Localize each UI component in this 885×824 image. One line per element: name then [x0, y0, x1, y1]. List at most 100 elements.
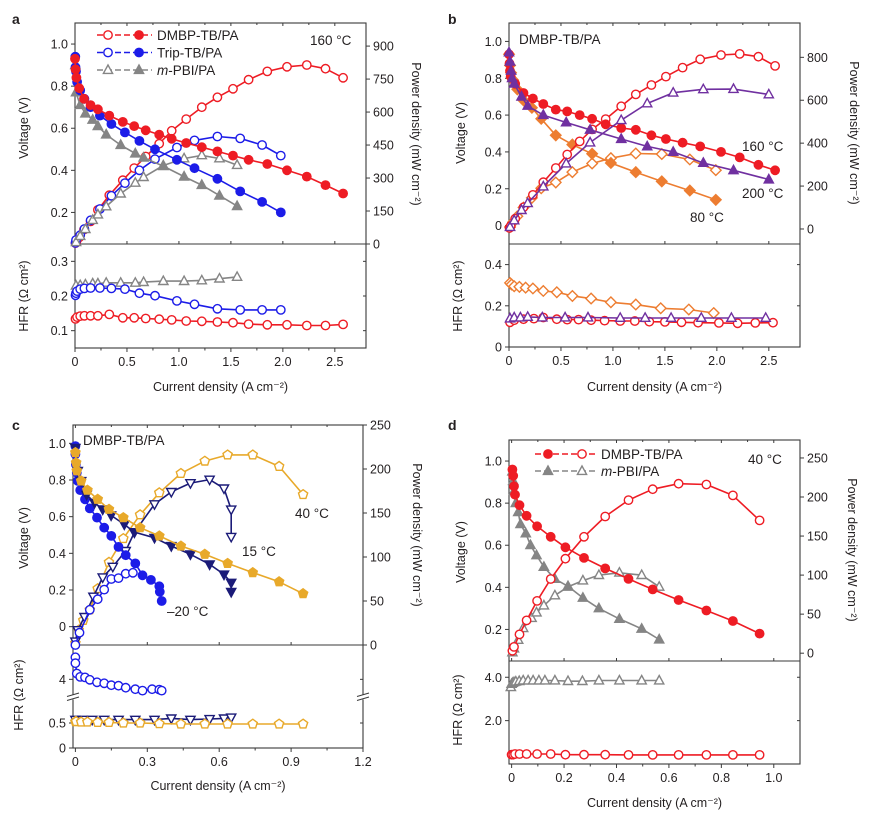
a-m-pbi-pa-hfr-point	[129, 276, 142, 287]
c-15-c-voltage-point	[218, 570, 230, 581]
b-annotation: 200 °C	[742, 186, 784, 201]
c-20-c-voltage-point	[154, 586, 165, 597]
a-m-pbi-pa-voltage-point	[92, 119, 104, 131]
d-voltage-tick-label: 0.8	[485, 497, 502, 511]
c-40-c-hfr-point	[153, 717, 165, 729]
a-dmbp-tb-pa-hfr-point	[301, 320, 312, 331]
c-40-c-voltage-point	[103, 503, 115, 514]
c-annotation: –20 °C	[167, 604, 209, 619]
a-trip-tb-pa-voltage-point	[120, 127, 130, 138]
a-dmbp-tb-pa-voltage-point	[70, 53, 80, 64]
c-x-tick-label: 0.6	[211, 755, 228, 769]
a-dmbp-tb-pa-voltage-point	[282, 165, 292, 176]
b-200-c-power-point	[515, 203, 528, 215]
b-160-c-power-point	[770, 61, 780, 71]
a-dmbp-tb-pa-voltage-point	[117, 117, 128, 127]
a-m-pbi-pa-hfr-point	[196, 273, 208, 285]
b-160-c-voltage-point	[734, 152, 745, 163]
d-m-pbi-pa-voltage-point	[562, 579, 574, 591]
c-40-c-voltage-point	[222, 557, 234, 568]
d-x-tick-label: 1.0	[765, 771, 782, 785]
d-x-tick-label: 0.8	[713, 771, 730, 785]
a-trip-tb-pa-hfr-point	[120, 284, 130, 294]
legend-label-italic-part: m	[157, 63, 168, 78]
b-160-c-power-point	[550, 163, 561, 173]
a-m-pbi-pa-power-point	[178, 151, 190, 163]
b-80-c-power-point	[629, 147, 642, 160]
b-80-c-voltage-point	[549, 129, 562, 142]
a-dmbp-tb-pa-power-point	[262, 66, 273, 77]
b-200-c-hfr-point	[695, 311, 708, 322]
a-m-pbi-pa-hfr-point	[137, 275, 150, 287]
c-15-c-power-point	[203, 475, 216, 487]
a-m-pbi-pa-power-point	[92, 208, 104, 219]
c-15-c-voltage-point	[203, 560, 216, 571]
c-plot-frame	[72, 424, 364, 749]
d-m-pbi-pa-power-point	[549, 588, 561, 600]
a-trip-tb-pa-hfr-point	[212, 303, 223, 314]
d-dmbp-tb-pa-power-point	[560, 553, 571, 564]
c-15-c-power-point	[184, 479, 197, 490]
b-plot-frame	[508, 22, 801, 348]
b-200-c-power-point	[667, 86, 679, 97]
b-80-c-hfr-point	[519, 281, 532, 294]
d-m-pbi-pa-voltage-point	[593, 601, 605, 613]
b-x-tick-label: 0.5	[552, 354, 569, 368]
c-20-c-power-point	[84, 604, 95, 615]
d-dmbp-tb-pa-voltage-point	[545, 531, 556, 542]
c-voltage-tick-label: 0.8	[49, 474, 66, 488]
d-dmbp-tb-pa-voltage-point	[579, 553, 589, 563]
c-axis-break-mark	[66, 696, 80, 701]
legend-label: DMBP-TB/PA	[157, 28, 239, 43]
d-dmbp-tb-pa-voltage-point	[509, 481, 519, 492]
b-80-c-voltage-point	[585, 147, 599, 160]
c-40-c-hfr-point	[117, 717, 129, 728]
a-dmbp-tb-pa-voltage-point	[79, 93, 89, 104]
b-power-tick-label: 400	[807, 137, 828, 151]
d-dmbp-tb-pa-voltage-point	[560, 542, 571, 553]
b-80-c-power-point	[549, 176, 562, 189]
b-200-c-voltage-point	[641, 139, 653, 151]
b-200-c-voltage-point	[615, 132, 628, 144]
c-40-c-voltage-point	[117, 511, 129, 523]
b-80-c-hfr-point	[526, 282, 540, 295]
a-trip-tb-pa-power-point	[171, 142, 182, 153]
d-dmbp-tb-pa-hfr-point	[521, 749, 532, 759]
c-40-c-voltage-point	[75, 475, 87, 486]
c-40-c-hfr-point	[297, 718, 309, 729]
d-power-tick-label: 0	[807, 647, 814, 661]
legend-marker-open	[102, 63, 114, 75]
c-40-c-power-point	[199, 455, 211, 466]
a-dmbp-tb-pa-hfr-point	[166, 314, 177, 325]
a-m-pbi-pa-voltage-point	[79, 107, 92, 118]
b-160-c-voltage-point	[600, 119, 611, 130]
b-160-c-hfr-point	[768, 317, 778, 328]
a-m-pbi-pa-hfr-point	[100, 276, 112, 287]
a-trip-tb-pa-hfr-point	[171, 295, 182, 306]
d-dmbp-tb-pa-hfr-series	[506, 749, 765, 760]
c-20-c-hfr-point	[156, 685, 167, 696]
c-x-tick-label: 0.3	[139, 755, 156, 769]
d-dmbp-tb-pa-hfr-point	[545, 749, 556, 759]
a-trip-tb-pa-power-line	[74, 135, 282, 244]
a-trip-tb-pa-voltage-point	[212, 173, 223, 184]
d-m-pbi-pa-voltage-point	[512, 505, 524, 517]
a-m-pbi-pa-voltage-point	[196, 178, 208, 190]
b-80-c-power-point	[709, 163, 723, 177]
a-m-pbi-pa-power-point	[114, 187, 127, 198]
b-200-c-hfr-point	[521, 310, 534, 321]
b-hfr-axis-title: HFR (Ω cm²)	[451, 260, 465, 331]
c-power-axis-title: Power density (mW cm⁻²)	[410, 463, 424, 606]
b-160-c-power-point	[661, 71, 671, 82]
c-40-c-voltage-point	[134, 521, 146, 533]
legend-label-italic-part: m	[601, 464, 612, 479]
c-40-c-voltage-point	[297, 587, 309, 599]
c-20-c-power-point	[99, 584, 110, 595]
a-m-pbi-pa-power-point	[100, 199, 112, 211]
panel-label-d: d	[448, 417, 457, 433]
b-160-c-voltage-point	[770, 165, 780, 176]
b-80-c-voltage-point	[655, 175, 668, 188]
a-dmbp-tb-pa-power-point	[338, 72, 348, 83]
a-trip-tb-pa-power-point	[275, 150, 286, 161]
b-160-c-voltage-point	[630, 124, 641, 135]
